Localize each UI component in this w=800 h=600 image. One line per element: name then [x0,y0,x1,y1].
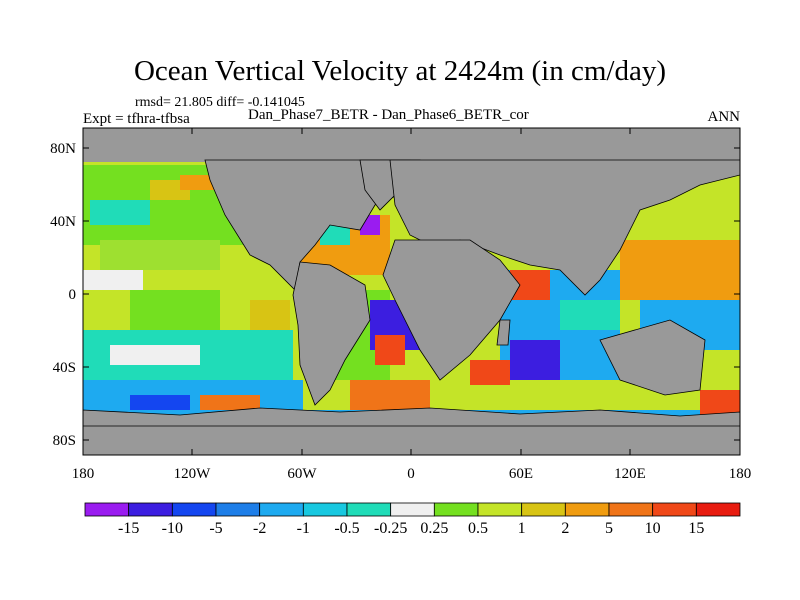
lat-label: 80S [53,433,76,449]
rmsd-diff-stats: rmsd= 21.805 diff= -0.141045 [135,95,305,110]
colorbar-label: -10 [162,520,183,537]
latitude-labels: 80N 40N 0 40S 80S [50,141,76,449]
colorbar-swatch [84,502,130,517]
lon-label: 0 [407,466,415,482]
colorbar-swatch [302,502,348,517]
colorbar-swatch [346,502,392,517]
lat-label: 0 [69,287,77,303]
colorbar-labels: -15 -10 -5 -2 -1 -0.5 -0.25 0.25 0.5 1 2 5 10 15 [118,520,704,537]
colorbar-label: 1 [518,520,526,537]
lon-label: 60W [287,466,317,482]
colorbar-label: 0.25 [420,520,448,537]
longitude-labels: 180 120W 60W 0 60E 120E 180 [72,466,752,482]
colorbar-swatch [171,502,217,517]
lon-label: 120E [614,466,646,482]
map-title: Ocean Vertical Velocity at 2424m (in cm/… [133,55,667,87]
colorbar-label: -5 [209,520,222,537]
colorbar-label: -1 [297,520,310,537]
colorbar-label: 2 [561,520,569,537]
axis-ticks [83,128,740,455]
colorbar-swatch [564,502,610,517]
colorbar-label: 0.5 [468,520,488,537]
colorbar-swatch [477,502,523,517]
colorbar-label: -2 [253,520,266,537]
lat-label: 40S [53,360,76,376]
case-comparison-label: Dan_Phase7_BETR - Dan_Phase6_BETR_cor [248,107,529,123]
lon-label: 120W [174,466,212,482]
colorbar-swatch [521,502,566,517]
lon-label: 180 [729,466,752,482]
colorbar-label: -0.5 [334,520,359,537]
colorbar-swatch [390,502,435,517]
colorbar-label: 10 [645,520,661,537]
colorbar-swatch [128,502,173,517]
colorbar-swatch [695,502,741,517]
lat-label: 80N [50,141,76,157]
colorbar [84,502,741,517]
colorbar-swatch [215,502,261,517]
colorbar-swatch [259,502,304,517]
colorbar-label: 15 [688,520,704,537]
colorbar-label: -0.25 [374,520,407,537]
colorbar-label: -15 [118,520,139,537]
season-label: ANN [707,109,741,125]
lat-label: 40N [50,214,76,230]
lon-label: 180 [72,466,95,482]
colorbar-swatch [433,502,479,517]
colorbar-swatch [652,502,697,517]
lon-label: 60E [509,466,533,482]
experiment-label: Expt = tfhra-tfbsa [83,111,190,127]
colorbar-swatch [608,502,654,517]
colorbar-label: 5 [605,520,613,537]
